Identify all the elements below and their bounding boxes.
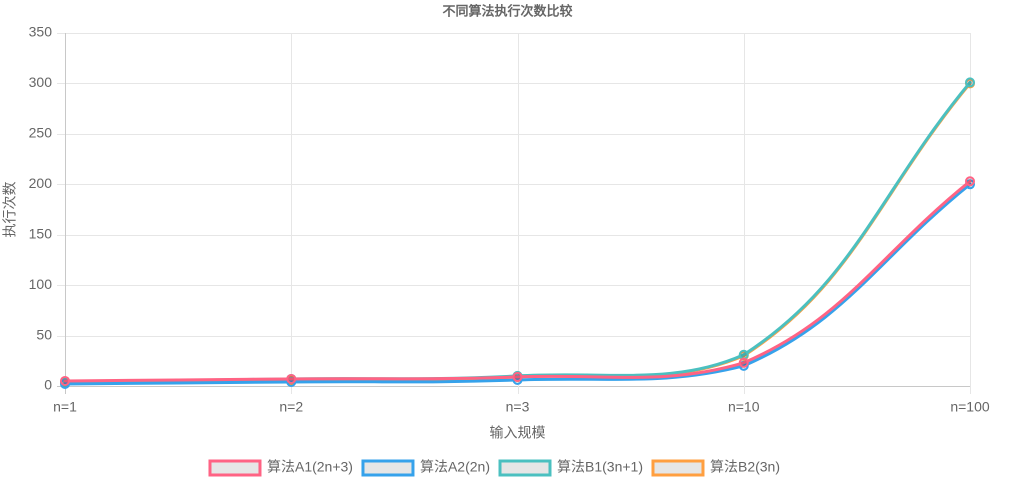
legend-item[interactable]: 算法A1(2n+3): [208, 459, 353, 477]
x-tick-label: n=2: [279, 399, 303, 415]
series-2: [60, 77, 975, 387]
legend-swatch: [498, 459, 552, 477]
y-tick-label: 350: [29, 24, 53, 40]
series-3: [60, 78, 975, 388]
x-tick-label: n=10: [728, 399, 760, 415]
y-tick-label: 150: [29, 225, 53, 241]
x-tick-label: n=100: [950, 399, 990, 415]
y-axis-ticks: 0 50 100 150 200 250 300 350: [29, 24, 53, 393]
series-line: [63, 80, 972, 384]
series-0: [60, 176, 975, 386]
series-group: [60, 77, 975, 389]
legend-label: 算法B1(3n+1): [557, 459, 643, 475]
legend-item[interactable]: 算法B2(3n): [651, 459, 780, 477]
y-tick-label: 250: [29, 125, 53, 141]
chart-title: 不同算法执行次数比较: [442, 3, 572, 18]
data-point: [738, 349, 749, 360]
legend-label: 算法A1(2n+3): [267, 459, 353, 475]
legend-item[interactable]: 算法A2(2n): [361, 459, 490, 477]
y-tick-label: 100: [29, 276, 53, 292]
series-1: [60, 179, 975, 389]
series-line: [63, 179, 972, 383]
legend-swatch: [361, 459, 415, 477]
x-tick-label: n=3: [506, 399, 530, 415]
data-point: [965, 176, 975, 187]
legend-label: 算法A2(2n): [420, 459, 490, 475]
legend-item[interactable]: 算法B1(3n+1): [498, 459, 643, 477]
y-tick-label: 200: [29, 175, 53, 191]
x-axis-ticks: n=1 n=2 n=3 n=10 n=100: [53, 399, 990, 415]
y-tick-label: 50: [36, 326, 52, 342]
data-point: [512, 371, 523, 382]
x-tick-label: n=1: [53, 399, 77, 415]
x-axis-label: 输入规模: [490, 425, 546, 441]
data-point: [738, 357, 749, 368]
data-point: [60, 375, 70, 386]
legend-swatch: [208, 459, 262, 477]
y-tick-label: 0: [44, 377, 52, 393]
y-axis-label: 执行次数: [2, 182, 18, 238]
series-line: [63, 81, 972, 385]
grid: [57, 33, 971, 394]
data-point: [965, 77, 975, 88]
legend: 算法A1(2n+3) 算法A2(2n) 算法B1(3n+1) 算法B2(3n): [208, 459, 780, 477]
series-line: [63, 182, 972, 386]
data-point: [286, 373, 297, 384]
y-tick-label: 300: [29, 74, 53, 90]
legend-swatch: [651, 459, 705, 477]
legend-label: 算法B2(3n): [710, 459, 780, 475]
